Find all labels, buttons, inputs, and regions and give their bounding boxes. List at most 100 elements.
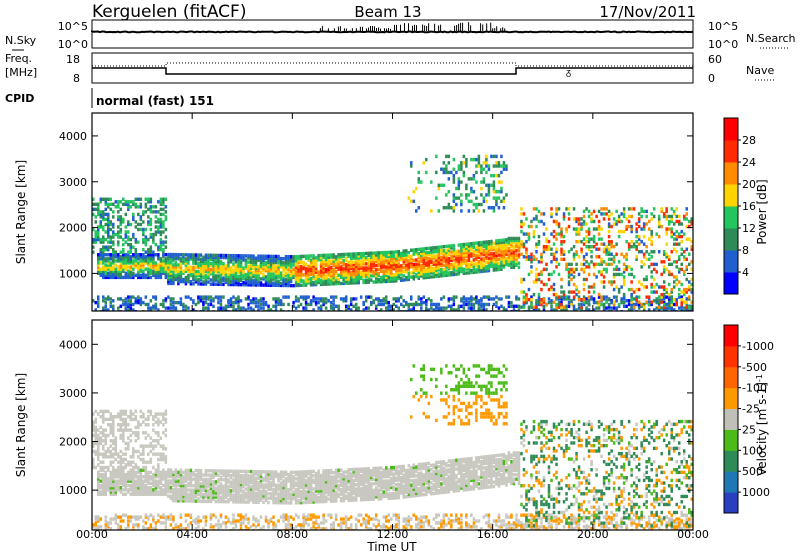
data-cell	[212, 276, 215, 280]
data-cell	[99, 436, 103, 440]
data-cell	[134, 483, 138, 488]
data-cell	[520, 245, 523, 249]
data-cell	[292, 263, 295, 267]
data-cell	[665, 232, 668, 236]
data-cell	[199, 299, 203, 303]
data-cell	[129, 409, 133, 414]
data-cell	[122, 267, 125, 271]
data-cell	[572, 295, 576, 299]
data-cell	[114, 205, 118, 209]
data-cell	[395, 266, 398, 271]
data-cell	[144, 444, 148, 448]
data-cell	[184, 259, 188, 263]
data-cell	[455, 295, 458, 299]
data-cell	[562, 252, 566, 256]
data-cell	[152, 257, 155, 261]
data-cell	[540, 252, 543, 256]
data-cell	[472, 243, 476, 248]
data-cell	[665, 217, 668, 221]
data-cell	[152, 479, 155, 483]
data-cell	[364, 255, 368, 260]
data-cell	[209, 263, 213, 268]
data-cell	[319, 299, 323, 303]
data-cell	[217, 268, 220, 272]
data-cell	[314, 256, 318, 260]
data-cell	[242, 258, 245, 262]
data-cell	[139, 490, 143, 494]
data-cell	[237, 304, 240, 308]
data-cell	[480, 304, 483, 308]
data-cell	[480, 302, 483, 307]
data-cell	[447, 265, 451, 269]
data-cell	[202, 306, 205, 310]
data-cell	[284, 295, 288, 299]
nave-trace	[92, 62, 693, 67]
data-cell	[470, 157, 473, 162]
data-cell	[680, 234, 683, 239]
data-cell	[289, 271, 293, 275]
data-cell	[550, 299, 553, 303]
data-cell	[590, 245, 593, 249]
data-cell	[169, 254, 173, 259]
data-cell	[297, 299, 300, 303]
data-cell	[262, 300, 265, 305]
data-cell	[502, 263, 506, 267]
data-cell	[542, 222, 546, 226]
data-cell	[317, 280, 320, 285]
data-cell	[129, 519, 133, 523]
data-cell	[132, 465, 135, 470]
data-cell	[397, 258, 401, 262]
data-cell	[347, 252, 350, 256]
data-cell	[157, 441, 160, 446]
data-cell	[460, 209, 463, 213]
data-cell	[97, 300, 100, 305]
data-cell	[597, 219, 601, 224]
data-cell	[174, 306, 178, 310]
data-cell	[154, 230, 158, 234]
data-cell	[152, 415, 155, 419]
data-cell	[152, 417, 155, 422]
data-cell	[147, 515, 150, 519]
data-cell	[167, 481, 170, 485]
data-cell	[472, 258, 476, 262]
data-cell	[144, 295, 148, 299]
data-cell	[289, 283, 293, 288]
data-cell	[685, 237, 688, 241]
data-cell	[532, 280, 536, 284]
data-cell	[430, 264, 433, 269]
data-cell	[124, 232, 128, 237]
data-cell	[267, 277, 270, 281]
data-cell	[109, 271, 113, 275]
data-cell	[239, 262, 243, 266]
data-cell	[262, 275, 265, 279]
data-cell	[322, 272, 325, 276]
data-cell	[299, 254, 303, 259]
data-cell	[134, 449, 138, 454]
data-cell	[207, 267, 210, 272]
data-cell	[172, 519, 175, 523]
data-cell	[94, 232, 98, 237]
data-cell	[492, 206, 496, 210]
data-cell	[99, 525, 103, 529]
data-cell	[112, 235, 115, 239]
data-cell	[192, 269, 195, 274]
data-cell	[337, 267, 340, 271]
data-cell	[154, 488, 158, 492]
data-cell	[550, 300, 553, 305]
data-cell	[229, 302, 233, 307]
data-cell	[339, 281, 343, 286]
data-cell	[660, 207, 663, 211]
data-cell	[362, 256, 365, 260]
data-cell	[154, 431, 158, 435]
data-cell	[397, 306, 401, 310]
data-cell	[364, 257, 368, 262]
data-cell	[147, 417, 150, 422]
data-cell	[427, 252, 431, 257]
data-cell	[602, 297, 606, 301]
data-cell	[114, 475, 118, 479]
data-cell	[610, 212, 613, 216]
data-cell	[675, 300, 678, 304]
data-cell	[162, 265, 165, 269]
data-cell	[682, 306, 686, 310]
data-cell	[460, 255, 463, 259]
